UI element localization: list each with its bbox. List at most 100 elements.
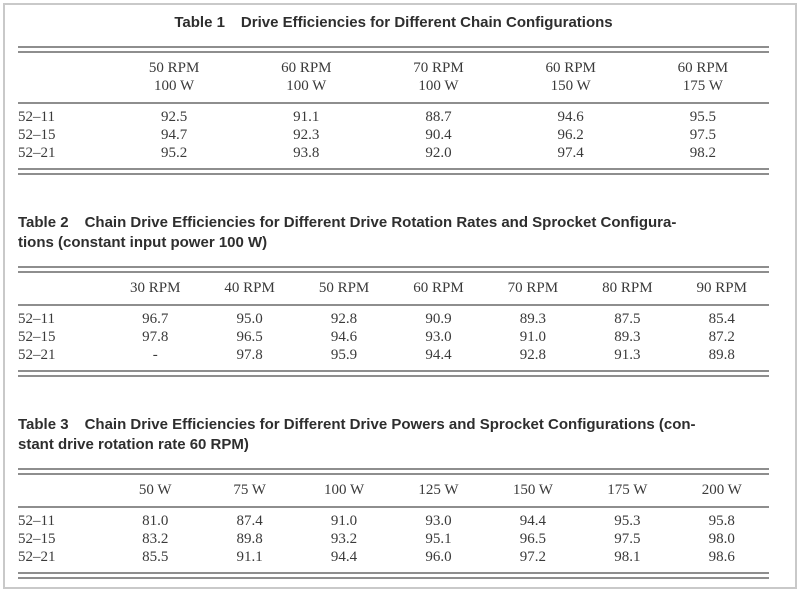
column-header: 100 W (296, 475, 392, 508)
column-header-line: 70 RPM (507, 280, 559, 296)
value-cell: 89.3 (614, 329, 641, 345)
column-header: 70 RPM 100 W (372, 53, 505, 104)
row-label: 52–11 (18, 513, 55, 529)
column-header-line: 90 RPM (696, 280, 747, 296)
value-cell: 96.2 (557, 127, 584, 143)
value-cell: 97.5 (689, 127, 716, 143)
value-cell: 90.4 (425, 127, 452, 143)
column-header: 125 W (391, 475, 486, 508)
table-2-bottom-rule (18, 370, 769, 377)
table-row: 52–21 85.5 91.1 94.4 96.0 97.2 98.1 98.6 (18, 548, 769, 572)
value-cell: 96.5 (519, 531, 547, 547)
table-1-title: Table 1 Drive Efficiencies for Different … (18, 13, 769, 33)
column-header-line: 60 RPM (281, 60, 332, 76)
value-cell: 96.0 (425, 549, 452, 565)
value-cell: 93.2 (330, 531, 358, 547)
value-cell: 92.8 (519, 347, 547, 363)
value-cell: 95.2 (160, 145, 188, 161)
value-cell: 94.6 (330, 329, 358, 345)
column-header: 50 RPM 100 W (108, 53, 241, 104)
value-cell: 95.3 (614, 513, 641, 529)
column-header-line: 60 RPM (677, 60, 729, 76)
column-header-line: 50 RPM (318, 280, 370, 296)
table-2-caption-line1: Chain Drive Efficiencies for Different D… (84, 214, 677, 231)
column-header: 30 RPM (108, 273, 203, 306)
column-header-line: 30 RPM (129, 280, 181, 296)
table-2: 30 RPM 40 RPM 50 RPM 60 RPM 70 RPM 80 RPM 90 R… (18, 273, 769, 370)
value-cell: 91.0 (330, 513, 358, 529)
value-cell: 92.5 (160, 109, 188, 125)
value-cell: 92.0 (425, 145, 452, 161)
value-cell: 85.4 (708, 311, 735, 327)
column-header-line: 50 RPM (148, 60, 200, 76)
value-cell: 94.7 (160, 127, 188, 143)
column-header: 90 RPM (674, 273, 769, 306)
column-header-line: 80 RPM (602, 280, 653, 296)
column-header: 60 RPM 175 W (636, 53, 769, 104)
row-label: 52–15 (18, 127, 56, 143)
column-header: 200 W (674, 475, 769, 508)
row-label: 52–11 (18, 311, 55, 327)
column-header-line: 60 RPM (413, 280, 464, 296)
value-cell: 95.1 (425, 531, 452, 547)
column-header: 70 RPM (485, 273, 581, 306)
value-cell: 85.5 (142, 549, 169, 565)
column-header-line: 175 W (682, 78, 723, 94)
column-header-line: 100 W (154, 78, 195, 94)
value-cell: 95.0 (236, 311, 263, 327)
table-3: 50 W 75 W 100 W 125 W 150 W 175 W 200 W 52–11 81… (18, 475, 769, 572)
value-cell: - (152, 347, 158, 363)
table-row: 52–15 97.8 96.5 94.6 93.0 91.0 89.3 87.2 (18, 328, 769, 346)
value-cell: 95.9 (330, 347, 358, 363)
value-cell: 95.8 (708, 513, 735, 529)
column-header: 175 W (580, 475, 675, 508)
table-3-label: Table 3 (18, 416, 69, 433)
column-header-line: 60 RPM (545, 60, 596, 76)
row-label: 52–21 (18, 549, 56, 565)
column-header: 150 W (485, 475, 581, 508)
column-header: 60 RPM 100 W (240, 53, 373, 104)
value-cell: 97.8 (236, 347, 263, 363)
value-cell: 89.8 (708, 347, 735, 363)
column-header: 50 RPM (296, 273, 392, 306)
table-row: 52–11 92.5 91.1 88.7 94.6 95.5 (18, 103, 769, 126)
row-label: 52–15 (18, 329, 56, 345)
table-2-label: Table 2 (18, 214, 69, 231)
column-header: 50 W (108, 475, 203, 508)
value-cell: 87.5 (614, 311, 641, 327)
header-row: 50 RPM 100 W 60 RPM 100 W 70 RPM 100 W 60 RPM 1… (18, 53, 769, 104)
value-cell: 89.8 (236, 531, 263, 547)
column-header-line: 125 W (418, 482, 459, 498)
row-label: 52–21 (18, 347, 56, 363)
value-cell: 92.3 (293, 127, 320, 143)
page-frame: Table 1 Drive Efficiencies for Different … (3, 3, 797, 589)
value-cell: 88.7 (425, 109, 452, 125)
row-label: 52–15 (18, 531, 56, 547)
value-cell: 87.2 (708, 329, 735, 345)
table-3-caption-line2: stant drive rotation rate 60 RPM) (18, 436, 249, 453)
value-cell: 81.0 (142, 513, 169, 529)
header-row: 50 W 75 W 100 W 125 W 150 W 175 W 200 W (18, 475, 769, 508)
value-cell: 93.0 (425, 513, 452, 529)
column-header-line: 70 RPM (413, 60, 464, 76)
value-cell: 95.5 (689, 109, 716, 125)
header-row: 30 RPM 40 RPM 50 RPM 60 RPM 70 RPM 80 RPM 90 R… (18, 273, 769, 306)
row-label: 52–11 (18, 109, 55, 125)
table-1: 50 RPM 100 W 60 RPM 100 W 70 RPM 100 W 60 RPM 1… (18, 53, 769, 168)
table-row: 52–21 - 97.8 95.9 94.4 92.8 91.3 89.8 (18, 346, 769, 370)
table-row: 52–15 83.2 89.8 93.2 95.1 96.5 97.5 98.0 (18, 530, 769, 548)
stub-header-cell (18, 475, 108, 508)
value-cell: 97.4 (557, 145, 584, 161)
value-cell: 87.4 (236, 513, 263, 529)
value-cell: 97.8 (142, 329, 169, 345)
column-header-line: 175 W (607, 482, 648, 498)
value-cell: 98.0 (708, 531, 735, 547)
value-cell: 96.7 (142, 311, 169, 327)
value-cell: 98.2 (689, 145, 716, 161)
column-header-line: 200 W (701, 482, 742, 498)
column-header-line: 100 W (418, 78, 459, 94)
table-1-bottom-rule (18, 168, 769, 175)
table-1-label: Table 1 (174, 14, 225, 31)
value-cell: 97.2 (519, 549, 547, 565)
value-cell: 98.6 (708, 549, 735, 565)
